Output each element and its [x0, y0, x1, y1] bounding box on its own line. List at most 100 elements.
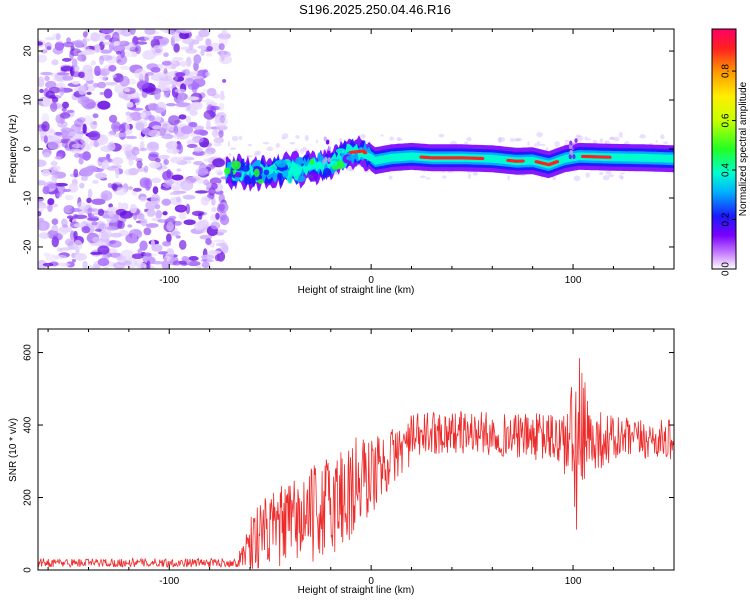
spectrogram-noise-blob — [205, 53, 213, 57]
spectrogram-y-tick-label: 20 — [23, 45, 34, 57]
spectrogram-noise-blob — [152, 186, 159, 195]
spectrogram-noise-blob — [78, 85, 87, 95]
spectrogram-noise-blob — [168, 215, 177, 220]
spectrogram-faint-blob — [360, 133, 366, 139]
spectrogram-noise-blob — [131, 52, 138, 57]
spectrogram-noise-blob — [205, 147, 216, 155]
spectrogram-noise-blob — [45, 90, 55, 99]
spectrogram-noise-blob — [180, 46, 194, 51]
spectrogram-noise-blob — [47, 204, 53, 212]
spectrogram-noise-blob — [95, 172, 107, 180]
spectrogram-noise-blob — [94, 221, 107, 231]
spectrogram-noise-blob — [55, 33, 61, 41]
spectrogram-noise-blob — [214, 254, 221, 262]
spectrogram-noise-blob — [166, 221, 174, 232]
spectrogram-noise-blob — [132, 187, 142, 192]
spectrogram-noise-blob — [38, 232, 50, 239]
spectrogram-noise-blob — [74, 118, 84, 128]
spectrogram-noise-blob — [191, 75, 204, 80]
spectrogram-noise-blob — [157, 251, 169, 255]
spectrogram-faint-blob — [509, 138, 515, 142]
spectrogram-noise-blob — [62, 75, 74, 81]
spectrogram-noise-blob — [87, 213, 95, 218]
spectrogram-noise-blob — [64, 194, 74, 201]
spectrogram-noise-blob — [184, 77, 196, 87]
spectrogram-noise-blob — [108, 210, 115, 218]
spectrogram-faint-blob — [620, 176, 624, 180]
spectrogram-noise-blob — [199, 130, 209, 136]
spectrogram-faint-blob — [231, 135, 239, 142]
spectrogram-noise-blob — [175, 72, 186, 78]
spectrogram-signal-blob — [335, 148, 346, 154]
spectrogram-noise-blob — [123, 41, 136, 51]
spectrogram-peak-mark — [362, 150, 368, 155]
spectrogram-noise-blob — [102, 41, 115, 46]
spectrogram-noise-blob — [103, 88, 113, 99]
spectrogram-faint-blob — [655, 140, 658, 143]
spectrogram-noise-blob — [182, 157, 195, 161]
spectrogram-noise-blob — [175, 102, 190, 108]
spectrogram-noise-blob — [129, 29, 136, 35]
spectrogram-noise-blob — [175, 235, 181, 239]
spectrogram-noise-blob — [100, 29, 115, 34]
spectrogram-faint-blob — [315, 139, 319, 144]
spectrogram-noise-blob — [90, 32, 100, 42]
spectrogram-noise-blob — [137, 248, 143, 255]
spectrogram-noise-blob — [143, 252, 152, 257]
spectrogram-faint-blob — [228, 152, 232, 157]
spectrogram-noise-blob — [40, 49, 48, 54]
spectrogram-noise-blob — [151, 177, 161, 184]
spectrogram-noise-blob — [178, 114, 187, 120]
spectrogram-noise-blob — [216, 229, 228, 234]
spectrogram-faint-blob — [450, 140, 457, 146]
spectrogram-noise-blob — [208, 186, 216, 196]
spectrogram-noise-blob — [216, 125, 228, 131]
spectrogram-noise-blob — [66, 215, 74, 220]
spectrogram-noise-blob — [72, 80, 80, 85]
spectrogram-signal-blob — [253, 168, 260, 178]
spectrogram-noise-blob — [154, 90, 161, 101]
spectrogram-noise-blob — [88, 130, 101, 141]
spectrogram-noise-blob — [201, 261, 210, 269]
spectrogram-noise-blob — [94, 44, 101, 53]
spectrogram-faint-blob — [425, 177, 431, 180]
spectrogram-signal-blob — [346, 155, 355, 161]
spectrogram-noise-blob — [131, 253, 144, 260]
spectrogram-faint-blob — [515, 137, 523, 142]
spectrogram-noise-blob — [51, 59, 59, 66]
spectrogram-noise-blob — [51, 236, 59, 248]
spectrogram-spike-blob — [568, 144, 573, 150]
spectrogram-noise-blob — [69, 148, 82, 154]
spectrogram-noise-blob — [206, 119, 211, 130]
spectrogram-noise-blob — [137, 213, 145, 220]
spectrogram-peak-mark — [607, 155, 612, 159]
spectrogram-noise-blob — [128, 167, 139, 176]
spectrogram-noise-blob — [136, 160, 143, 169]
spectrogram-spike-blob — [569, 140, 573, 146]
spectrogram-noise-blob — [222, 78, 227, 83]
snr-y-tick-label: 0 — [23, 567, 34, 573]
spectrogram-noise-blob — [44, 42, 52, 51]
spectrogram-noise-blob — [104, 210, 110, 217]
spectrogram-noise-blob — [42, 262, 54, 267]
spectrogram-noise-blob — [107, 182, 113, 188]
spectrogram-noise-blob — [106, 252, 113, 258]
spectrogram-noise-blob — [163, 159, 169, 165]
spectrogram-noise-blob — [174, 88, 186, 93]
spectrogram-noise-blob — [91, 198, 106, 205]
spectrogram-signal-blob — [241, 165, 250, 172]
spectrogram-faint-blob — [247, 143, 252, 147]
spectrogram-noise-blob — [193, 125, 205, 130]
spectrogram-noise-blob — [146, 143, 160, 152]
spectrogram-faint-blob — [536, 131, 543, 138]
spectrogram-noise-blob — [106, 166, 119, 171]
spectrogram-noise-blob — [86, 91, 92, 95]
spectrogram-spike-blob — [572, 144, 576, 150]
spectrogram-noise-blob — [176, 168, 182, 172]
spectrogram-noise-blob — [153, 35, 164, 40]
spectrogram-noise-blob — [83, 115, 94, 126]
spectrogram-noise-blob — [94, 228, 102, 232]
spectrogram-noise-blob — [135, 262, 147, 269]
spectrogram-noise-blob — [169, 196, 182, 206]
